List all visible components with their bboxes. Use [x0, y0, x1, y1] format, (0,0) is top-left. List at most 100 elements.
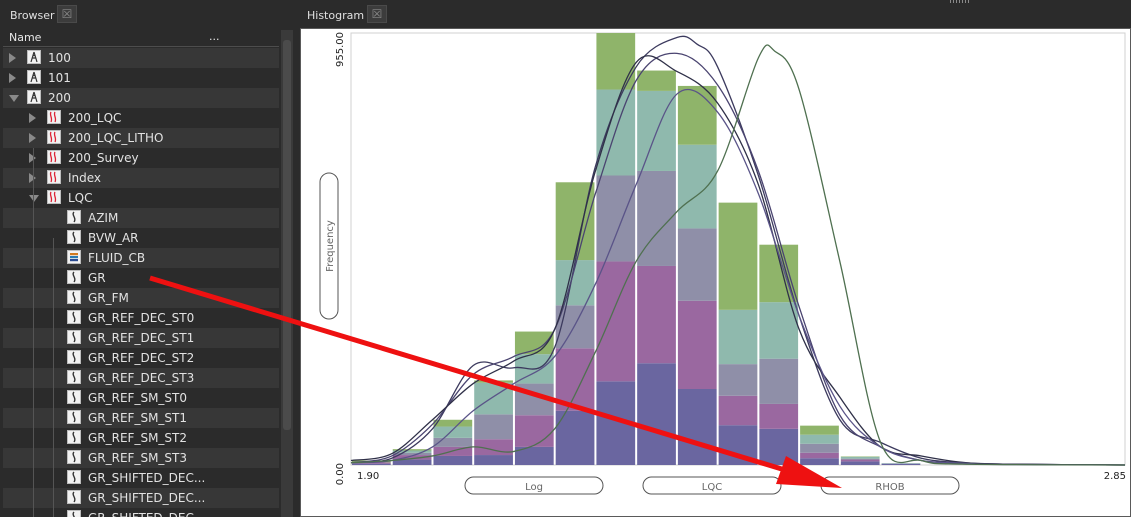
histogram-bar-segment — [718, 425, 758, 465]
histogram-bar-segment — [800, 458, 839, 465]
tree-item-label: GR_REF_DEC_ST1 — [88, 331, 195, 345]
tree-item[interactable]: GR_REF_DEC_ST0 — [3, 308, 279, 328]
log-set-icon — [47, 130, 61, 144]
expand-right-icon[interactable] — [29, 173, 36, 183]
log-curve-icon — [67, 370, 81, 384]
y-min-tick-label: 0.00 — [335, 463, 346, 485]
log-curve-icon — [67, 410, 81, 424]
tree-item[interactable]: Index — [3, 168, 279, 188]
log-curve-icon — [67, 430, 81, 444]
histogram-bar-segment — [433, 426, 473, 438]
tree-item-label: 100 — [48, 51, 71, 65]
tree-item-label: LQC — [68, 191, 93, 205]
column-more-label[interactable]: ... — [209, 30, 220, 43]
histogram-bar-segment — [474, 414, 513, 440]
browser-panel: Name ... 100 101 200 200_LQC 200_LQC_LITHO 20… — [0, 30, 296, 517]
tree-item[interactable]: GR_REF_DEC_ST1 — [3, 328, 279, 348]
tree-item[interactable]: LQC — [3, 188, 279, 208]
tree-item[interactable]: 200_LQC_LITHO — [3, 128, 279, 148]
tree-column-header[interactable]: Name ... — [3, 30, 279, 47]
histogram-bar-segment — [800, 452, 839, 459]
tree-item[interactable]: 100 — [3, 48, 279, 68]
histogram-bar-segment — [759, 358, 799, 404]
tree-item[interactable]: 200_Survey — [3, 148, 279, 168]
histogram-bar-segment — [677, 228, 717, 301]
tree-item-label: AZIM — [88, 211, 119, 225]
tree-item[interactable]: AZIM — [3, 208, 279, 228]
tree-item-label: GR_SHIFTED_DEC... — [88, 471, 206, 485]
expand-down-icon[interactable] — [9, 95, 19, 102]
expand-right-icon[interactable] — [29, 113, 36, 123]
expand-right-icon[interactable] — [29, 133, 36, 143]
tree-item[interactable]: 200 — [3, 88, 279, 108]
histogram-tabbar: Histogram ☒ — [300, 0, 1131, 30]
tree-item[interactable]: BVW_AR — [3, 228, 279, 248]
tree-item[interactable]: GR_REF_SM_ST0 — [3, 388, 279, 408]
histogram-chart: 1.90 2.85 0.00 955.00 Frequency Log LQC RHOB — [319, 32, 1126, 495]
tree-item[interactable]: GR_SHIFTED_DEC... — [3, 508, 279, 517]
tree-item[interactable]: GR_FM — [3, 288, 279, 308]
tree-item[interactable]: 101 — [3, 68, 279, 88]
tree-guide-line — [53, 238, 54, 517]
tree-item[interactable]: GR_REF_SM_ST3 — [3, 448, 279, 468]
histogram-bar-segment — [596, 175, 636, 262]
expand-down-icon[interactable] — [29, 195, 39, 202]
log-set-icon — [47, 170, 61, 184]
discrete-log-icon — [67, 250, 81, 264]
tree-item[interactable]: GR_SHIFTED_DEC... — [3, 488, 279, 508]
x-axis-button-label: Log — [525, 482, 543, 493]
tree-item[interactable]: GR — [3, 268, 279, 288]
histogram-close-icon[interactable]: ☒ — [367, 5, 387, 23]
histogram-bar-segment — [596, 33, 636, 90]
tree-item-label: Index — [68, 171, 102, 185]
tree-guide-line — [33, 148, 34, 517]
log-set-icon — [47, 190, 61, 204]
expand-right-icon[interactable] — [29, 153, 36, 163]
histogram-bar-segment — [718, 364, 758, 396]
browser-scrollbar-thumb[interactable] — [283, 40, 291, 430]
browser-tree: 100 101 200 200_LQC 200_LQC_LITHO 200_Survey I… — [3, 48, 279, 517]
histogram-bar-segment — [514, 383, 554, 416]
panel-grip-icon[interactable] — [950, 0, 970, 3]
x-axis-button-log[interactable] — [464, 476, 604, 495]
histogram-bar-segment — [555, 348, 595, 411]
expand-right-icon[interactable] — [9, 73, 16, 83]
histogram-bar-segment — [596, 89, 636, 176]
histogram-bar-segment — [637, 265, 676, 364]
log-curve-icon — [67, 510, 81, 517]
histogram-bar-segment — [352, 463, 391, 465]
histogram-bar-segment — [677, 144, 717, 229]
log-curve-icon — [67, 450, 81, 464]
tree-item[interactable]: GR_REF_DEC_ST3 — [3, 368, 279, 388]
histogram-bar-segment — [474, 380, 513, 383]
tree-item-label: GR_REF_SM_ST2 — [88, 431, 188, 445]
log-curve-icon — [67, 230, 81, 244]
tree-item[interactable]: FLUID_CB — [3, 248, 279, 268]
tree-item[interactable]: GR_SHIFTED_DEC... — [3, 468, 279, 488]
browser-close-icon[interactable]: ☒ — [57, 5, 77, 23]
histogram-bar-segment — [677, 389, 717, 465]
log-curve-icon — [67, 270, 81, 284]
histogram-bar-segment — [433, 455, 473, 465]
tree-item-label: 200_LQC_LITHO — [68, 131, 164, 145]
x-min-tick-label: 1.90 — [357, 471, 379, 482]
log-curve-icon — [67, 470, 81, 484]
tree-item-label: GR_SHIFTED_DEC... — [88, 491, 206, 505]
browser-panel-title: Browser — [10, 9, 55, 22]
tree-item-label: GR — [88, 271, 106, 285]
histogram-bar-segment — [514, 415, 554, 447]
tree-item[interactable]: GR_REF_SM_ST1 — [3, 408, 279, 428]
expand-right-icon[interactable] — [9, 53, 16, 63]
tree-item-label: GR_REF_DEC_ST0 — [88, 311, 195, 325]
tree-item[interactable]: 200_LQC — [3, 108, 279, 128]
histogram-bar-segment — [718, 309, 758, 365]
histogram-bar-segment — [840, 461, 880, 465]
log-curve-icon — [67, 390, 81, 404]
tree-item-label: GR_REF_DEC_ST2 — [88, 351, 195, 365]
log-set-icon — [47, 110, 61, 124]
histogram-bar-segment — [637, 363, 676, 465]
x-axis-button-label: LQC — [702, 482, 722, 493]
histogram-bar-segment — [759, 403, 799, 429]
tree-item[interactable]: GR_REF_SM_ST2 — [3, 428, 279, 448]
tree-item[interactable]: GR_REF_DEC_ST2 — [3, 348, 279, 368]
